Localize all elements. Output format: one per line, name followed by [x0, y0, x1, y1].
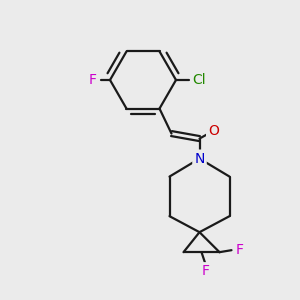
Text: Cl: Cl: [192, 73, 206, 87]
Text: N: N: [194, 152, 205, 166]
Text: F: F: [236, 243, 244, 257]
Text: F: F: [89, 73, 97, 87]
Text: O: O: [208, 124, 219, 138]
Text: F: F: [202, 264, 209, 278]
